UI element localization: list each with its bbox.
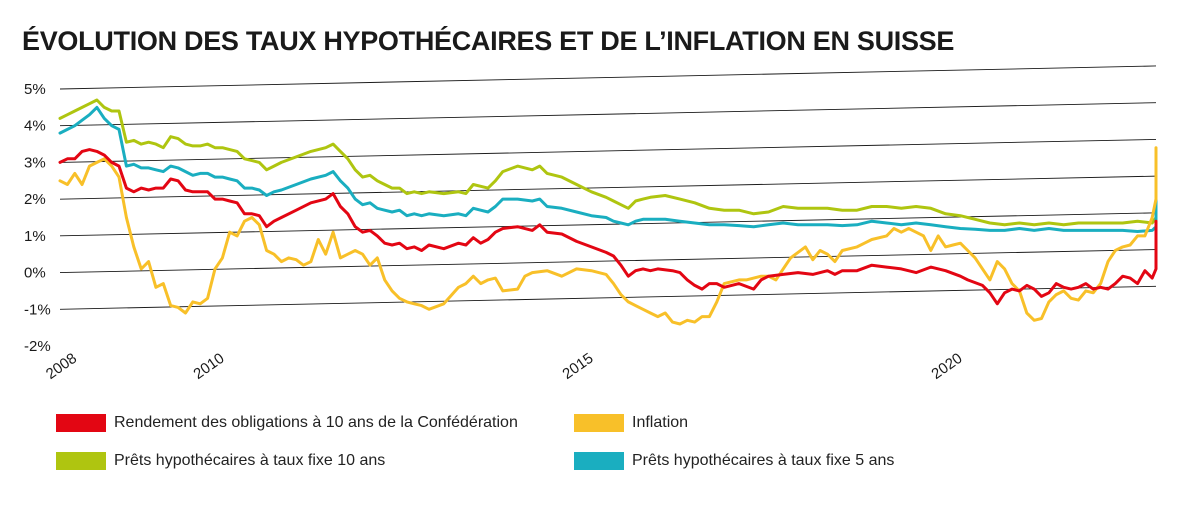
y-tick-label: -1% xyxy=(24,301,51,318)
y-tick-label: 2% xyxy=(24,191,46,208)
gridline xyxy=(59,285,1157,310)
y-tick-label: 5% xyxy=(24,81,46,98)
x-tick-label: 2010 xyxy=(190,350,227,383)
y-tick-label: 1% xyxy=(24,228,46,245)
legend-item-green: Prêts hypothécaires à taux fixe 10 ans xyxy=(56,452,385,470)
y-tick-label: -2% xyxy=(24,338,51,355)
chart-title: ÉVOLUTION DES TAUX HYPOTHÉCAIRES ET DE L… xyxy=(22,26,955,56)
gridline xyxy=(59,249,1157,274)
y-tick-label: 4% xyxy=(24,118,46,135)
series-line-3 xyxy=(58,105,1158,233)
legend-label: Prêts hypothécaires à taux fixe 10 ans xyxy=(114,452,386,469)
gridline xyxy=(59,102,1157,127)
y-axis: 5% 4% 3% 2% 1% 0% -1% -2% xyxy=(24,81,51,355)
legend-item-yellow: Inflation xyxy=(574,414,688,432)
line-chart: 5%4%3%2%1%0%-1%-2% 2008 2010 2015 2020 xyxy=(24,65,1158,383)
series-line-0 xyxy=(58,148,1158,306)
legend-swatch xyxy=(56,452,106,470)
legend-label: Rendement des obligations à 10 ans de la… xyxy=(114,414,518,431)
series-line-2 xyxy=(58,98,1158,227)
x-axis: 2008 2010 2015 2020 xyxy=(43,350,966,383)
legend-item-red: Rendement des obligations à 10 ans de la… xyxy=(56,414,518,432)
gridline xyxy=(59,138,1157,163)
legend-swatch xyxy=(574,452,624,470)
series-line-1 xyxy=(58,146,1158,326)
legend: Rendement des obligations à 10 ans de la… xyxy=(56,414,956,478)
legend-swatch xyxy=(56,414,106,432)
series-lines xyxy=(58,98,1158,326)
legend-label: Prêts hypothécaires à taux fixe 5 ans xyxy=(632,452,895,469)
gridline xyxy=(59,212,1157,237)
x-tick-label: 2020 xyxy=(928,350,965,383)
legend-item-cyan: Prêts hypothécaires à taux fixe 5 ans xyxy=(574,452,894,470)
x-tick-label: 2015 xyxy=(559,350,596,383)
legend-label: Inflation xyxy=(632,414,689,431)
gridline xyxy=(59,175,1157,200)
gridline xyxy=(59,65,1157,90)
legend-swatch xyxy=(574,414,624,432)
y-tick-label: 0% xyxy=(24,265,46,282)
y-tick-label: 3% xyxy=(24,154,46,171)
